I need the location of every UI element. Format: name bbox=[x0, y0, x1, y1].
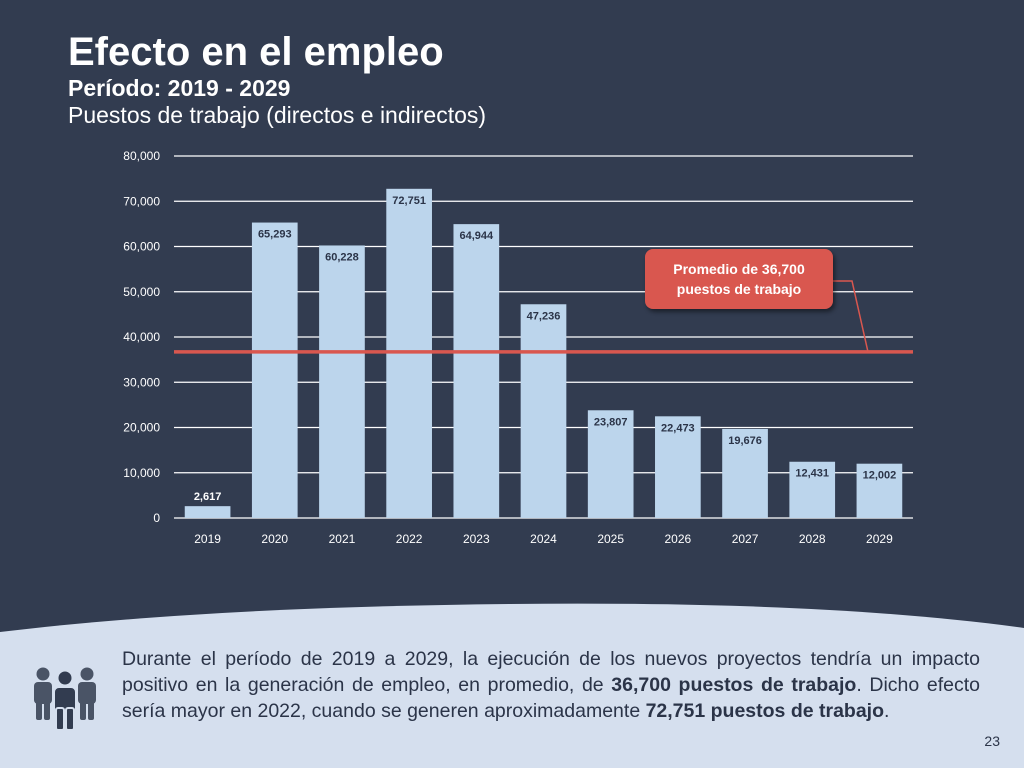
bar bbox=[655, 416, 701, 518]
bar bbox=[251, 222, 298, 518]
average-callout: Promedio de 36,700 puestos de trabajo bbox=[645, 249, 833, 309]
data-label: 72,751 bbox=[392, 195, 426, 207]
period-subtitle: Período: 2019 - 2029 bbox=[68, 75, 291, 101]
summary-peak-highlight: 72,751 puestos de trabajo bbox=[645, 700, 885, 722]
bar bbox=[856, 463, 903, 518]
data-label: 60,228 bbox=[325, 251, 359, 263]
summary-part-3: . bbox=[884, 700, 890, 722]
y-tick-label: 50,000 bbox=[123, 285, 160, 299]
page-number: 23 bbox=[984, 733, 1000, 749]
people-group-icon bbox=[34, 667, 96, 731]
y-tick-label: 70,000 bbox=[123, 194, 160, 208]
average-callout-line-2: puestos de trabajo bbox=[676, 281, 802, 297]
y-tick-label: 10,000 bbox=[123, 466, 160, 480]
data-label: 47,236 bbox=[527, 310, 561, 322]
summary-average-highlight: 36,700 puestos de trabajo bbox=[611, 674, 857, 696]
summary-part-2: . Dicho efecto sería mayor en 2022, cuan… bbox=[122, 674, 980, 722]
bar bbox=[789, 461, 836, 518]
x-tick-label: 2025 bbox=[597, 532, 624, 546]
y-tick-label: 40,000 bbox=[123, 330, 160, 344]
y-tick-label: 30,000 bbox=[123, 375, 160, 389]
x-tick-label: 2023 bbox=[463, 532, 490, 546]
x-tick-label: 2024 bbox=[530, 532, 557, 546]
bar-chart: 0 10,000 20,000 30,000 40,000 50,000 60,000 70,… bbox=[123, 149, 913, 546]
summary-part-1: Durante el período de 2019 a 2029, la ej… bbox=[122, 648, 980, 696]
y-tick-label: 80,000 bbox=[123, 149, 160, 163]
x-tick-label: 2022 bbox=[396, 532, 423, 546]
data-label: 12,431 bbox=[795, 468, 829, 480]
x-tick-label: 2029 bbox=[866, 532, 893, 546]
bar bbox=[184, 506, 231, 518]
y-tick-label: 20,000 bbox=[123, 421, 160, 435]
x-tick-label: 2020 bbox=[261, 532, 288, 546]
data-label: 19,676 bbox=[728, 435, 762, 447]
bar bbox=[722, 428, 768, 518]
bottom-panel bbox=[0, 603, 1024, 768]
bar bbox=[319, 245, 365, 518]
data-label: 2,617 bbox=[194, 491, 222, 503]
x-tick-label: 2026 bbox=[665, 532, 692, 546]
data-label: 65,293 bbox=[258, 229, 292, 241]
average-callout-line-1: Promedio de 36,700 bbox=[673, 261, 805, 277]
y-tick-label: 0 bbox=[153, 511, 160, 525]
x-tick-label: 2019 bbox=[194, 532, 221, 546]
x-tick-label: 2028 bbox=[799, 532, 826, 546]
x-tick-label: 2027 bbox=[732, 532, 759, 546]
bar bbox=[587, 410, 634, 518]
bar bbox=[453, 224, 500, 518]
summary-text: Durante el período de 2019 a 2029, la ej… bbox=[122, 646, 980, 724]
data-label: 22,473 bbox=[661, 422, 695, 434]
slide-title: Efecto en el empleo bbox=[68, 30, 444, 74]
data-label: 23,807 bbox=[594, 416, 628, 428]
data-label: 12,002 bbox=[863, 470, 897, 482]
bar bbox=[520, 304, 567, 518]
callout-connector bbox=[833, 280, 869, 353]
data-label: 64,944 bbox=[459, 230, 494, 242]
x-tick-label: 2021 bbox=[329, 532, 356, 546]
chart-subtitle: Puestos de trabajo (directos e indirecto… bbox=[68, 102, 487, 128]
y-tick-label: 60,000 bbox=[123, 240, 160, 254]
